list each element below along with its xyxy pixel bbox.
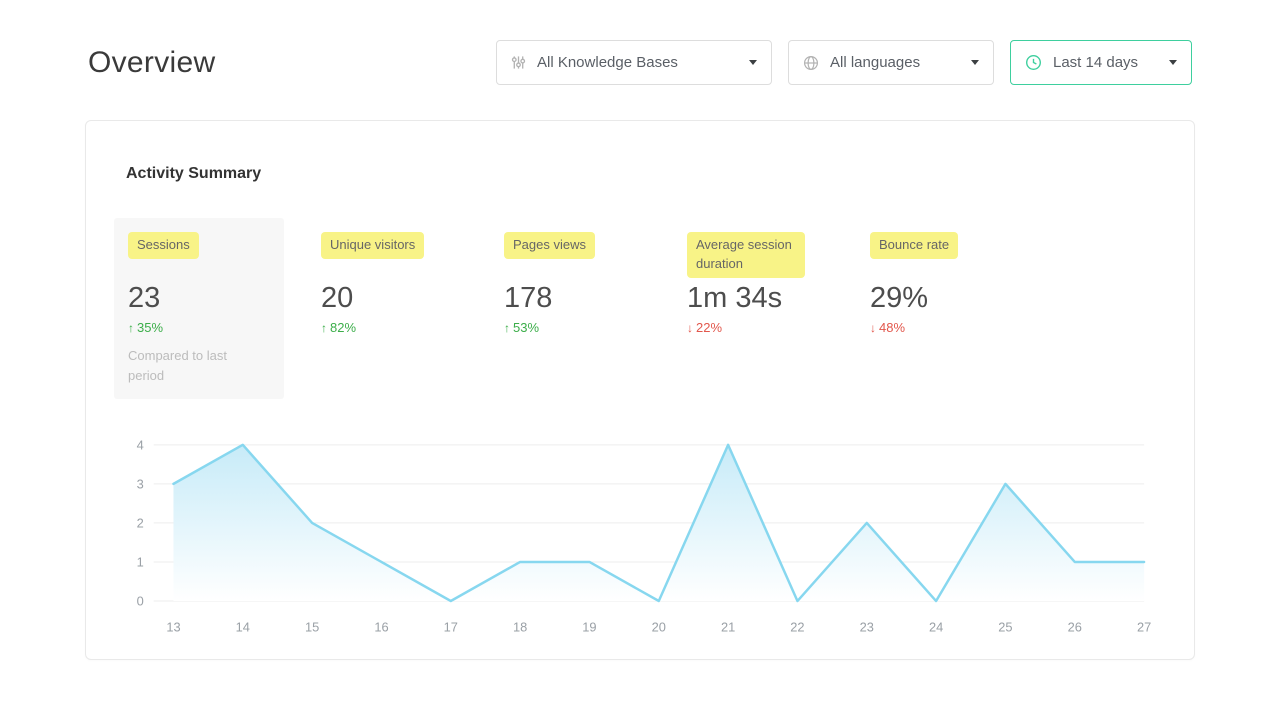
arrow-up-icon: ↑ <box>321 321 327 336</box>
svg-text:21: 21 <box>721 620 735 635</box>
metric-label: Pages views <box>504 232 595 259</box>
svg-text:15: 15 <box>305 620 319 635</box>
metric-value: 1m 34s <box>687 282 783 314</box>
svg-text:13: 13 <box>166 620 180 635</box>
clock-icon <box>1025 54 1042 71</box>
metric-delta-value: 22% <box>696 320 723 336</box>
metric-pages-views: Pages views 178 ↑ 53% <box>504 232 687 335</box>
knowledge-bases-select[interactable]: All Knowledge Bases <box>496 40 772 85</box>
metric-delta-value: 35% <box>137 320 164 336</box>
svg-text:23: 23 <box>860 620 874 635</box>
filter-bar: All Knowledge Bases All languages <box>496 40 1192 85</box>
metric-delta: ↓ 48% <box>870 320 1053 335</box>
metric-delta-value: 82% <box>330 320 357 336</box>
metric-unique-visitors: Unique visitors 20 ↑ 82% <box>321 232 504 335</box>
metric-value: 29% <box>870 282 929 314</box>
languages-select-label: All languages <box>830 54 921 71</box>
metric-label-area: Pages views <box>504 232 687 282</box>
arrow-down-icon: ↓ <box>687 321 693 336</box>
metric-value: 20 <box>321 282 354 314</box>
arrow-up-icon: ↑ <box>504 321 510 336</box>
metric-delta-value: 48% <box>879 320 906 336</box>
svg-text:25: 25 <box>998 620 1012 635</box>
svg-text:1: 1 <box>137 555 144 570</box>
svg-text:27: 27 <box>1137 620 1151 635</box>
metric-delta: ↑ 82% <box>321 320 504 335</box>
svg-text:14: 14 <box>236 620 250 635</box>
metric-avg-session-duration: Average session duration 1m 34s ↓ 22% <box>687 232 870 335</box>
svg-text:17: 17 <box>444 620 458 635</box>
svg-text:4: 4 <box>137 438 144 453</box>
card-title: Activity Summary <box>126 165 262 182</box>
metric-label: Sessions <box>128 232 199 259</box>
date-range-select-label: Last 14 days <box>1053 54 1139 71</box>
svg-text:19: 19 <box>582 620 596 635</box>
arrow-down-icon: ↓ <box>870 321 876 336</box>
metric-label: Unique visitors <box>321 232 425 259</box>
globe-icon <box>803 55 819 71</box>
chevron-down-icon <box>1169 60 1177 65</box>
svg-text:2: 2 <box>137 516 144 531</box>
svg-text:0: 0 <box>137 594 144 609</box>
metric-label: Bounce rate <box>870 232 959 259</box>
metric-label: Average session duration <box>687 232 805 278</box>
metric-delta: ↓ 22% <box>687 320 870 335</box>
svg-text:26: 26 <box>1068 620 1082 635</box>
topbar: Overview All Knowledge Bases <box>0 0 1280 85</box>
metric-delta-value: 53% <box>513 320 540 336</box>
svg-text:16: 16 <box>374 620 388 635</box>
metric-delta: ↑ 53% <box>504 320 687 335</box>
svg-text:24: 24 <box>929 620 943 635</box>
metric-delta: ↑ 35% <box>128 320 270 335</box>
metric-value: 23 <box>128 282 161 314</box>
date-range-select[interactable]: Last 14 days <box>1010 40 1192 85</box>
svg-text:18: 18 <box>513 620 527 635</box>
svg-text:3: 3 <box>137 477 144 492</box>
arrow-up-icon: ↑ <box>128 321 134 336</box>
metric-note: Compared to last period <box>128 348 227 383</box>
svg-text:22: 22 <box>790 620 804 635</box>
metric-bounce-rate: Bounce rate 29% ↓ 48% <box>870 232 1053 335</box>
knowledge-bases-select-label: All Knowledge Bases <box>537 54 678 71</box>
metric-label-area: Unique visitors <box>321 232 504 282</box>
metric-value: 178 <box>504 282 553 314</box>
metric-sessions: Sessions 23 ↑ 35% Compared to last period <box>114 218 284 400</box>
sliders-icon <box>511 55 526 70</box>
page-title: Overview <box>88 45 216 79</box>
chevron-down-icon <box>971 60 979 65</box>
chevron-down-icon <box>749 60 757 65</box>
metric-label-area: Bounce rate <box>870 232 1053 282</box>
metric-label-area: Average session duration <box>687 232 870 282</box>
languages-select[interactable]: All languages <box>788 40 994 85</box>
svg-text:20: 20 <box>652 620 666 635</box>
metric-label-area: Sessions <box>128 232 270 282</box>
metrics-row: Sessions 23 ↑ 35% Compared to last period… <box>114 218 1154 400</box>
activity-summary-card: Activity Summary Sessions 23 ↑ 35% Compar… <box>85 120 1195 660</box>
